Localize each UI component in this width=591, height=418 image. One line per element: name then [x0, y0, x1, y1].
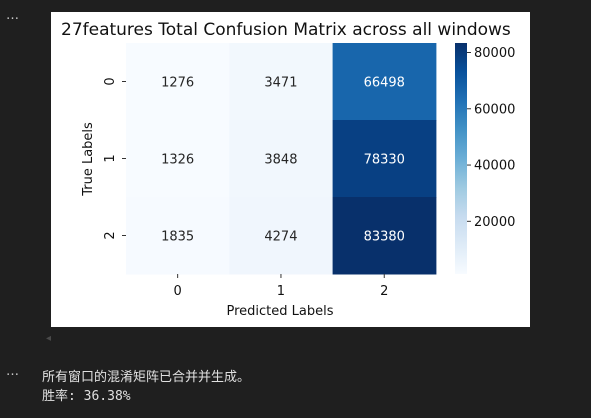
confusion-matrix-chart: 27features Total Confusion Matrix across… [61, 20, 515, 319]
scroll-left-icon[interactable]: ◂ [46, 333, 52, 344]
cell-output-menu-icon[interactable]: … [6, 364, 20, 379]
cell-value-label: 3471 [264, 76, 297, 91]
colorbar [455, 43, 467, 274]
heatmap-cell [126, 43, 230, 121]
colorbar-tick-label: 20000 [474, 215, 515, 230]
colorbar-tick-label: 40000 [474, 159, 515, 174]
cell-value-label: 1835 [161, 230, 194, 245]
heatmap-cell [126, 197, 230, 275]
chart-title: 27features Total Confusion Matrix across… [61, 20, 511, 40]
x-axis-label: Predicted Labels [226, 304, 333, 319]
cell-value-label: 83380 [364, 230, 405, 245]
output-line-merged: 所有窗口的混淆矩阵已合并并生成。 [42, 370, 251, 385]
y-tick-label: 2 [103, 231, 118, 239]
heatmap-cell [229, 43, 334, 121]
output-line-winrate: 胜率: 36.38% [42, 389, 131, 404]
x-tick-label: 0 [174, 284, 182, 299]
heatmap-cell [229, 120, 334, 198]
heatmap-cell [126, 120, 230, 198]
heatmap-cell [332, 197, 437, 275]
cell-value-label: 1326 [161, 153, 194, 168]
cell-value-label: 3848 [264, 153, 297, 168]
cell-value-label: 4274 [264, 230, 297, 245]
colorbar-tick-label: 80000 [474, 46, 515, 61]
cell-value-label: 66498 [364, 76, 405, 91]
y-tick-label: 1 [103, 154, 118, 162]
x-tick-label: 2 [380, 284, 388, 299]
cell-output-menu-icon[interactable]: … [6, 8, 20, 23]
heatmap-cell [229, 197, 334, 275]
colorbar-tick-label: 60000 [474, 102, 515, 117]
cell-output-text: 所有窗口的混淆矩阵已合并并生成。 胜率: 36.38% [42, 368, 250, 406]
y-tick-label: 0 [103, 77, 118, 85]
heatmap-cell [332, 43, 437, 121]
confusion-matrix-figure: 27features Total Confusion Matrix across… [51, 12, 530, 327]
cell-value-label: 1276 [161, 76, 194, 91]
y-axis-label: True Labels [81, 122, 96, 197]
x-tick-label: 1 [277, 284, 285, 299]
cell-value-label: 78330 [364, 153, 405, 168]
heatmap-cell [332, 120, 437, 198]
